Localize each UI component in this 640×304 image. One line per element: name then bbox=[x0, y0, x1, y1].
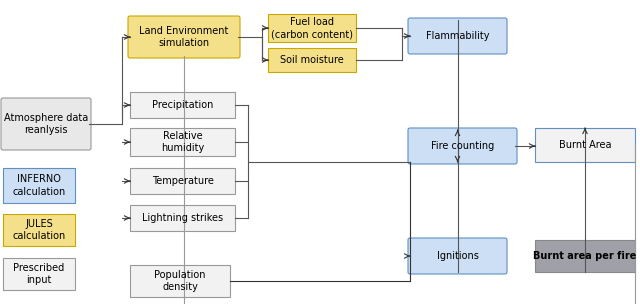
Text: Land Environment
simulation: Land Environment simulation bbox=[140, 26, 228, 48]
Text: Temperature: Temperature bbox=[152, 176, 213, 186]
FancyBboxPatch shape bbox=[130, 205, 235, 231]
FancyBboxPatch shape bbox=[408, 18, 507, 54]
Text: Soil moisture: Soil moisture bbox=[280, 55, 344, 65]
FancyBboxPatch shape bbox=[408, 128, 517, 164]
Text: JULES
calculation: JULES calculation bbox=[12, 219, 66, 241]
FancyBboxPatch shape bbox=[3, 214, 75, 246]
Text: Population
density: Population density bbox=[154, 270, 205, 292]
Text: Fire counting: Fire counting bbox=[431, 141, 494, 151]
Text: Atmosphere data
reanlysis: Atmosphere data reanlysis bbox=[4, 113, 88, 135]
FancyBboxPatch shape bbox=[268, 14, 356, 42]
FancyBboxPatch shape bbox=[535, 128, 635, 162]
Text: Burnt area per fire: Burnt area per fire bbox=[533, 251, 637, 261]
Text: Burnt Area: Burnt Area bbox=[559, 140, 611, 150]
FancyBboxPatch shape bbox=[128, 16, 240, 58]
Text: Lightning strikes: Lightning strikes bbox=[142, 213, 223, 223]
Text: Ignitions: Ignitions bbox=[436, 251, 479, 261]
Text: Prescribed
input: Prescribed input bbox=[13, 263, 65, 285]
FancyBboxPatch shape bbox=[268, 48, 356, 72]
FancyBboxPatch shape bbox=[130, 92, 235, 118]
FancyBboxPatch shape bbox=[130, 265, 230, 297]
FancyBboxPatch shape bbox=[1, 98, 91, 150]
FancyBboxPatch shape bbox=[130, 128, 235, 156]
FancyBboxPatch shape bbox=[3, 258, 75, 290]
Text: Precipitation: Precipitation bbox=[152, 100, 213, 110]
Text: INFERNO
calculation: INFERNO calculation bbox=[12, 174, 66, 197]
FancyBboxPatch shape bbox=[130, 168, 235, 194]
Text: Flammability: Flammability bbox=[426, 31, 489, 41]
FancyBboxPatch shape bbox=[408, 238, 507, 274]
Text: Fuel load
(carbon content): Fuel load (carbon content) bbox=[271, 17, 353, 39]
FancyBboxPatch shape bbox=[3, 168, 75, 203]
Text: Relative
humidity: Relative humidity bbox=[161, 131, 204, 153]
FancyBboxPatch shape bbox=[535, 240, 635, 272]
